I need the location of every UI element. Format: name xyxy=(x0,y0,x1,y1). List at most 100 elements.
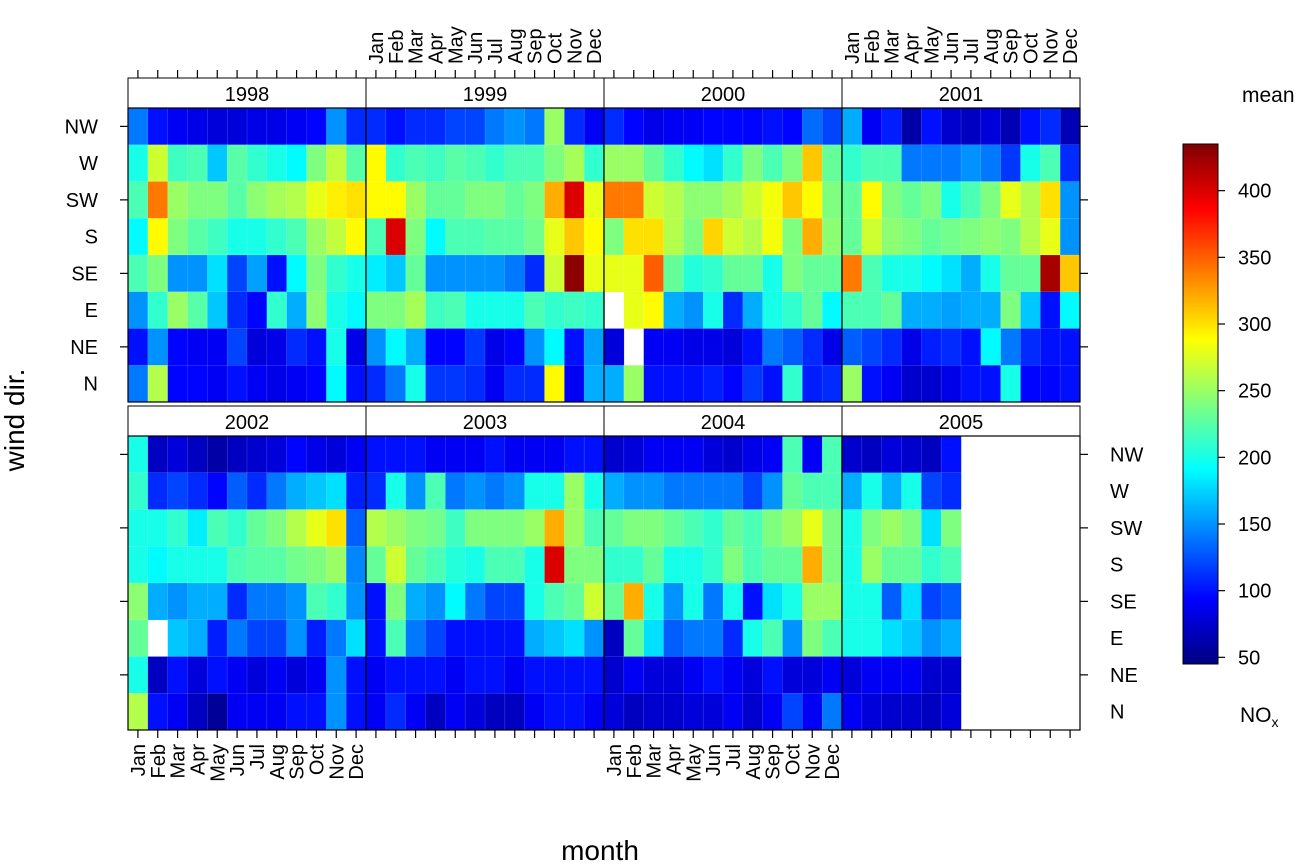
heatmap-cell xyxy=(564,254,585,293)
heatmap-cell xyxy=(345,509,367,547)
heatmap-cell xyxy=(226,218,248,256)
heatmap-cell xyxy=(881,472,903,511)
heatmap-cell xyxy=(683,582,704,621)
heatmap-cell xyxy=(147,254,169,293)
heatmap-cell xyxy=(821,365,843,403)
heatmap-cell xyxy=(683,693,704,731)
heatmap-cell xyxy=(484,472,506,511)
x-tick-label-top: Mar xyxy=(882,29,904,64)
heatmap-cell xyxy=(663,693,684,731)
heatmap-cell xyxy=(603,181,625,219)
heatmap-cell xyxy=(187,619,208,658)
heatmap-cell xyxy=(901,107,922,146)
x-tick-label-top: May xyxy=(921,26,943,64)
heatmap-cell xyxy=(226,472,248,511)
heatmap-cell xyxy=(425,472,446,511)
x-tick-label-top: Dec xyxy=(584,28,606,64)
heatmap-cell xyxy=(544,509,565,547)
x-tick-label-top: Nov xyxy=(1040,28,1062,64)
heatmap-cell xyxy=(921,365,942,403)
heatmap-cell xyxy=(167,582,189,621)
x-tick-label-bottom: Jun xyxy=(703,744,725,776)
heatmap-cell xyxy=(683,291,704,330)
y-tick-label-left: S xyxy=(85,227,98,249)
heatmap-cell xyxy=(702,546,724,584)
heatmap-cell xyxy=(385,144,407,183)
x-tick-label-top: Jun xyxy=(941,32,963,64)
heatmap-cell xyxy=(385,509,407,547)
heatmap-cell xyxy=(504,144,526,183)
heatmap-cell xyxy=(722,509,744,547)
heatmap-cell xyxy=(306,144,327,183)
x-tick-label-bottom: Nov xyxy=(802,744,824,780)
heatmap-cell xyxy=(385,582,407,621)
heatmap-cell xyxy=(821,218,843,256)
heatmap-cell xyxy=(187,435,208,474)
x-tick-label-bottom: Aug xyxy=(267,744,289,780)
heatmap-cell xyxy=(960,218,982,256)
heatmap-cell xyxy=(782,254,803,293)
heatmap-cell xyxy=(583,328,605,366)
heatmap-cell xyxy=(445,582,466,621)
heatmap-cell xyxy=(861,291,883,330)
heatmap-cell xyxy=(881,254,903,293)
heatmap-cell xyxy=(742,472,764,511)
heatmap-cell xyxy=(246,582,268,621)
heatmap-cell xyxy=(405,656,427,694)
heatmap-cell xyxy=(464,656,486,694)
heatmap-cell xyxy=(742,509,764,547)
heatmap-cell xyxy=(167,472,189,511)
heatmap-cell xyxy=(425,218,446,256)
x-axis-title: month xyxy=(561,835,639,866)
heatmap-cell xyxy=(921,254,942,293)
y-axis-title: wind dir. xyxy=(0,369,30,473)
heatmap-cell xyxy=(960,328,982,366)
heatmap-cell xyxy=(742,328,764,366)
heatmap-cell xyxy=(623,472,645,511)
heatmap-cell xyxy=(960,365,982,403)
heatmap-cell xyxy=(266,619,288,658)
heatmap-cell xyxy=(861,582,883,621)
legend-tick-label: 300 xyxy=(1238,314,1271,336)
heatmap-cell xyxy=(623,218,645,256)
heatmap-cell xyxy=(722,582,744,621)
heatmap-cell xyxy=(702,218,724,256)
heatmap-cell xyxy=(306,365,327,403)
heatmap-cell xyxy=(742,218,764,256)
heatmap-cell xyxy=(583,107,605,146)
heatmap-cell xyxy=(901,582,922,621)
y-tick-label-left: W xyxy=(79,153,98,175)
heatmap-cell xyxy=(980,107,1002,146)
heatmap-cell xyxy=(722,693,744,731)
heatmap-cell xyxy=(901,546,922,584)
heatmap-cell xyxy=(643,619,665,658)
heatmap-cell xyxy=(762,435,784,474)
heatmap-cell xyxy=(226,656,248,694)
x-tick-label-top: May xyxy=(445,26,467,64)
heatmap-cell xyxy=(306,509,327,547)
heatmap-cell xyxy=(940,254,962,293)
heatmap-cell xyxy=(901,328,922,366)
heatmap-cell xyxy=(722,656,744,694)
heatmap-cell xyxy=(326,656,347,694)
heatmap-cell xyxy=(326,435,347,474)
heatmap-cell xyxy=(583,218,605,256)
heatmap-cell xyxy=(187,254,208,293)
heatmap-cell xyxy=(821,509,843,547)
heatmap-cell xyxy=(207,254,228,293)
heatmap-cell xyxy=(246,291,268,330)
heatmap-cell xyxy=(802,254,823,293)
heatmap-cell xyxy=(643,693,665,731)
heatmap-cell xyxy=(306,582,327,621)
heatmap-cell xyxy=(326,693,347,731)
heatmap-cell xyxy=(623,291,645,330)
heatmap-cell xyxy=(504,365,526,403)
heatmap-cell xyxy=(147,509,169,547)
x-tick-label-bottom: Oct xyxy=(782,744,804,776)
heatmap-cell xyxy=(782,619,803,658)
heatmap-cell xyxy=(365,365,387,403)
heatmap-cell xyxy=(742,656,764,694)
heatmap-cell xyxy=(187,656,208,694)
heatmap-cell xyxy=(663,509,684,547)
heatmap-cell xyxy=(385,365,407,403)
